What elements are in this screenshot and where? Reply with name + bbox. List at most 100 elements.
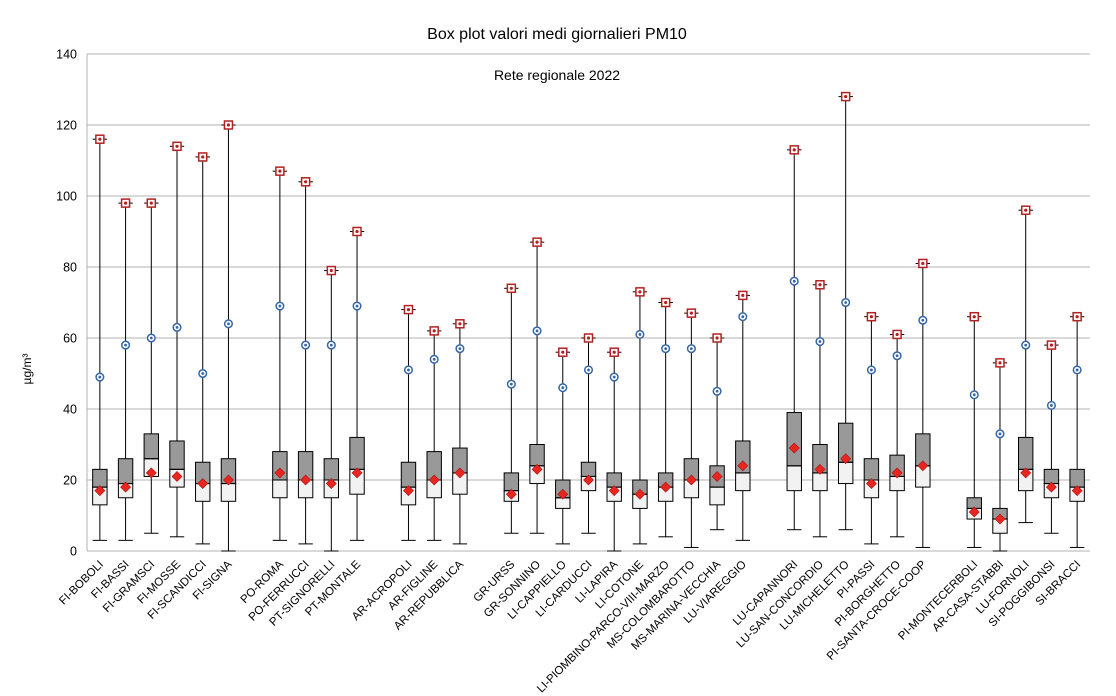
max-marker-dot xyxy=(844,95,848,99)
box-lu-viareggio xyxy=(735,290,751,541)
lower-box xyxy=(735,472,751,492)
box-lu-san-concordio xyxy=(812,280,828,538)
upper-box xyxy=(503,472,520,492)
mean-marker xyxy=(660,481,672,493)
p90-marker-dot xyxy=(407,368,410,372)
max-marker-dot xyxy=(586,336,591,340)
upper-box xyxy=(580,461,597,477)
max-marker-dot xyxy=(329,268,333,273)
upper-box xyxy=(786,412,802,467)
p90-marker-dot xyxy=(1024,343,1028,347)
lower-box xyxy=(220,483,237,502)
p90-marker-dot xyxy=(869,368,873,372)
max-marker-dot xyxy=(406,308,411,312)
p90-marker-dot xyxy=(201,372,205,375)
upper-box xyxy=(117,458,134,485)
p90-marker-dot xyxy=(1075,368,1079,372)
p90-marker-dot xyxy=(509,382,513,386)
p90-marker-dot xyxy=(895,354,899,358)
max-marker-dot xyxy=(98,137,102,141)
box-pi-passi xyxy=(863,311,880,545)
max-marker-dot xyxy=(304,180,308,184)
mean-marker xyxy=(917,460,929,472)
max-marker-dot xyxy=(1075,315,1079,319)
box-li-carducci xyxy=(580,333,597,534)
p90-marker-dot xyxy=(432,357,436,361)
upper-box xyxy=(169,440,185,470)
p90-marker-dot xyxy=(458,347,462,351)
mean-marker xyxy=(351,467,363,479)
upper-box xyxy=(323,458,340,481)
max-marker-dot xyxy=(689,311,693,315)
y-tick-label: 140 xyxy=(56,48,77,62)
mean-marker xyxy=(197,478,209,489)
y-axis-label: µg/m³ xyxy=(20,354,34,385)
box-fi-bassi xyxy=(117,198,134,541)
box-li-piombino-parco-viii-marzo xyxy=(657,297,674,538)
box-si-poggibonsi xyxy=(1043,340,1060,534)
p90-marker-dot xyxy=(972,393,976,397)
box-fi-gramsci xyxy=(143,198,159,534)
p90-marker-dot xyxy=(355,304,359,308)
x-axis-labels: FI-BOBOLIFI-BASSIFI-GRAMSCIFI-MOSSEFI-SC… xyxy=(57,558,1083,695)
mean-marker xyxy=(428,474,440,486)
box-po-roma xyxy=(272,166,288,541)
mean-marker xyxy=(403,485,414,497)
box-ar-repubblica xyxy=(452,319,468,545)
y-tick-label: 100 xyxy=(56,190,77,204)
max-marker-dot xyxy=(612,350,616,354)
max-marker-dot xyxy=(741,293,745,297)
p90-marker-dot xyxy=(304,343,308,347)
upper-box xyxy=(92,468,108,488)
lower-box xyxy=(837,461,854,485)
p90-marker-dot xyxy=(715,389,719,393)
max-marker-dot xyxy=(972,315,976,319)
max-marker-dot xyxy=(561,350,565,354)
y-tick-label: 60 xyxy=(63,332,77,346)
lower-box xyxy=(709,486,725,506)
upper-box xyxy=(400,461,417,488)
max-marker-dot xyxy=(226,123,231,127)
box-pt-montale xyxy=(349,226,365,541)
mean-marker xyxy=(94,485,106,497)
upper-box xyxy=(606,472,622,488)
p90-marker-dot xyxy=(329,343,333,347)
mean-marker xyxy=(814,463,826,475)
box-ar-casa-stabbi xyxy=(992,358,1008,552)
y-tick-label: 120 xyxy=(56,119,77,133)
mean-marker xyxy=(737,460,749,472)
mean-marker xyxy=(865,478,877,489)
box-fi-mosse xyxy=(169,141,185,538)
upper-box xyxy=(529,444,545,467)
max-marker-dot xyxy=(175,144,179,148)
p90-marker-dot xyxy=(227,322,230,326)
max-marker-dot xyxy=(149,201,153,205)
box-lu-capannori xyxy=(786,145,802,531)
max-marker-dot xyxy=(1024,208,1028,212)
boxes xyxy=(92,91,1085,552)
max-marker-dot xyxy=(715,336,719,340)
mean-marker xyxy=(505,488,517,500)
box-li-cappiello xyxy=(555,347,571,545)
upper-box xyxy=(863,458,880,481)
upper-box xyxy=(1043,468,1060,485)
box-fi-boboli xyxy=(92,134,108,541)
max-marker-dot xyxy=(792,148,796,152)
y-tick-label: 0 xyxy=(70,545,77,559)
max-marker-dot xyxy=(509,286,513,290)
box-ms-colombarotto xyxy=(683,308,700,548)
mean-marker xyxy=(608,485,620,497)
mean-marker xyxy=(171,471,183,482)
mean-marker xyxy=(891,467,903,479)
p90-marker-dot xyxy=(124,343,127,347)
p90-marker-dot xyxy=(535,329,539,333)
max-marker-dot xyxy=(998,361,1002,365)
upper-box xyxy=(143,433,159,460)
p90-marker-dot xyxy=(612,375,616,379)
box-pt-signorelli xyxy=(323,265,340,552)
lower-box xyxy=(812,472,828,492)
box-pi-borghetto xyxy=(889,329,905,538)
y-tick-label: 80 xyxy=(63,261,77,275)
max-marker-dot xyxy=(458,322,462,326)
